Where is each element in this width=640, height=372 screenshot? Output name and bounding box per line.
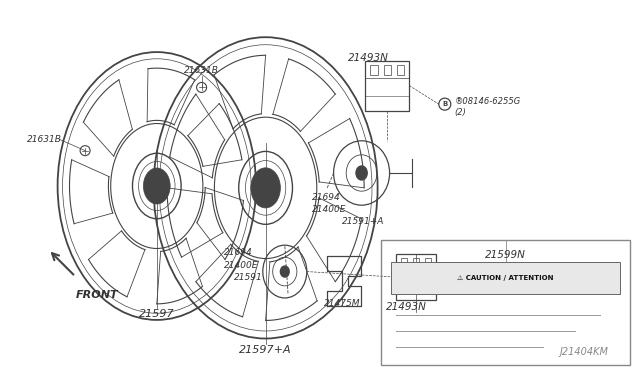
Ellipse shape — [280, 266, 289, 277]
Bar — [401, 258, 407, 267]
Text: J21404KM: J21404KM — [559, 347, 608, 356]
Text: FRONT: FRONT — [76, 289, 118, 299]
Text: 21400E: 21400E — [224, 261, 259, 270]
Bar — [381, 240, 630, 365]
Text: 21631B: 21631B — [28, 135, 62, 144]
Text: (2): (2) — [455, 108, 467, 117]
Text: 21400E: 21400E — [312, 205, 347, 214]
Text: ⚠ CAUTION / ATTENTION: ⚠ CAUTION / ATTENTION — [458, 275, 554, 281]
Text: 21475M: 21475M — [324, 299, 361, 308]
Bar — [413, 258, 419, 267]
Text: ®08146-6255G: ®08146-6255G — [455, 97, 521, 106]
Text: 21694: 21694 — [224, 248, 253, 257]
Text: (2): (2) — [487, 280, 499, 290]
Text: 21631B: 21631B — [184, 66, 219, 75]
Text: B: B — [474, 274, 479, 280]
Bar — [371, 65, 378, 74]
Text: B: B — [442, 101, 447, 107]
Ellipse shape — [356, 166, 367, 180]
Ellipse shape — [143, 168, 170, 204]
Text: 21493N: 21493N — [386, 302, 427, 312]
Text: 21694: 21694 — [312, 193, 341, 202]
Text: ®08146-6255G: ®08146-6255G — [487, 270, 553, 279]
Bar — [384, 65, 390, 74]
Bar — [396, 254, 436, 300]
Bar — [397, 65, 404, 74]
Bar — [391, 262, 620, 294]
Text: 21599N: 21599N — [485, 250, 526, 260]
Text: 21591+A: 21591+A — [342, 217, 385, 226]
Text: 21597: 21597 — [139, 310, 175, 319]
Ellipse shape — [251, 168, 280, 208]
Bar — [425, 258, 431, 267]
Text: 21597+A: 21597+A — [239, 345, 292, 355]
Text: 21591: 21591 — [234, 273, 262, 282]
Bar — [365, 61, 409, 110]
Text: 21493N: 21493N — [348, 53, 388, 62]
